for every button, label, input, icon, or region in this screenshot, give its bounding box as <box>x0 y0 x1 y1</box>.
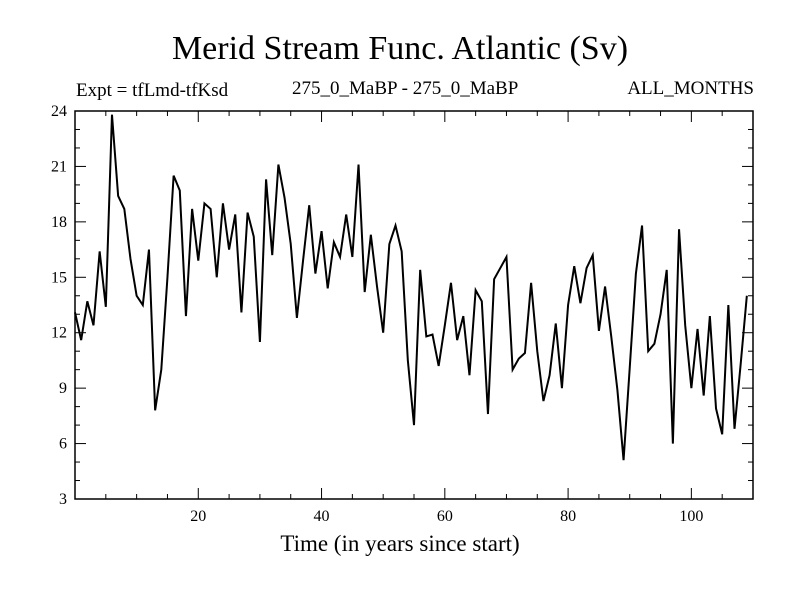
x-tick-label: 80 <box>560 508 576 525</box>
series-line <box>74 114 748 461</box>
case-label: 275_0_MaBP - 275_0_MaBP <box>292 78 519 99</box>
x-axis: 20 40 60 80 100 <box>105 111 723 525</box>
y-tick-label: 21 <box>51 158 67 175</box>
y-axis: 3 6 9 12 15 18 21 24 <box>51 103 753 508</box>
months-label: ALL_MONTHS <box>627 78 754 99</box>
x-tick-label: 20 <box>190 508 206 525</box>
x-tick-label: 100 <box>679 508 703 525</box>
y-tick-label: 15 <box>51 269 67 286</box>
chart-title: Merid Stream Func. Atlantic (Sv) <box>171 30 629 67</box>
x-tick-label: 60 <box>437 508 453 525</box>
y-tick-label: 3 <box>59 491 67 508</box>
y-tick-label: 6 <box>59 436 67 453</box>
series-layer <box>74 114 748 461</box>
y-tick-label: 24 <box>51 103 67 120</box>
experiment-label: Expt = tfLmd-tfKsd <box>76 80 229 101</box>
plot-frame <box>74 110 754 500</box>
x-axis-label: Time (in years since start) <box>280 531 520 556</box>
y-tick-label: 18 <box>51 214 67 231</box>
x-tick-label: 40 <box>314 508 330 525</box>
y-tick-label: 12 <box>51 325 67 342</box>
y-tick-label: 9 <box>59 380 67 397</box>
